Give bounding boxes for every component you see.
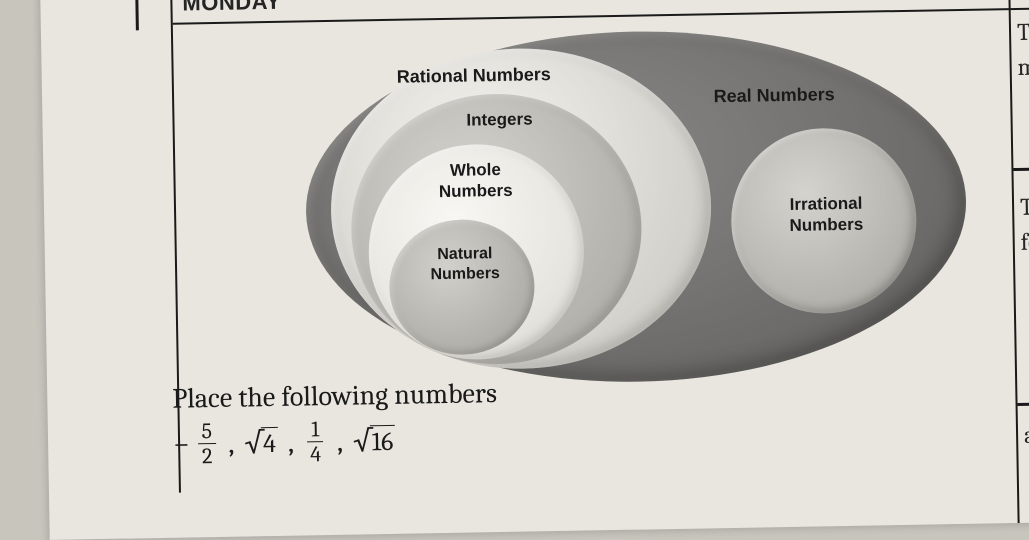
denominator: 2 [198, 444, 217, 467]
radicand: 4 [261, 426, 278, 458]
minus-sign: − [173, 426, 190, 461]
sqrt-4: √ 4 [244, 425, 278, 461]
denominator: 4 [306, 442, 325, 465]
real-label: Real Numbers [674, 82, 874, 108]
numerator: 5 [197, 420, 216, 444]
irrational-label: IrrationalNumbers [726, 192, 927, 238]
fragment-text: Tl [1020, 193, 1029, 221]
fraction-1-4: 1 4 [306, 418, 326, 465]
fragment-text: m [1017, 53, 1029, 81]
fragment-text: fo [1020, 228, 1029, 256]
numerator: 1 [307, 418, 323, 442]
fraction-5-2: 5 2 [197, 420, 216, 467]
separator: , [228, 426, 235, 461]
integers-label: Integers [399, 107, 599, 132]
rational-label: Rational Numbers [374, 63, 574, 89]
fragment-text: a [1024, 421, 1029, 449]
separator: , [337, 424, 344, 459]
left-border-stub [135, 0, 139, 30]
sqrt-16: √ 16 [353, 423, 396, 459]
number-sets-diagram: Real Numbers Rational Numbers Integers W… [173, 10, 1029, 405]
radicand: 16 [369, 424, 395, 456]
fragment-text: Th [1017, 17, 1029, 45]
separator: , [288, 425, 295, 460]
number-list: − 5 2 , √ 4 , 1 4 , √ 16 [173, 415, 498, 468]
worksheet-paper: MONDAY 2nd 6 Weeks Real Numbers Rational… [40, 0, 1029, 540]
question-block: Place the following numbers − 5 2 , √ 4 … [172, 377, 498, 468]
natural-label: NaturalNumbers [365, 243, 566, 286]
whole-label: WholeNumbers [375, 158, 576, 204]
question-prompt: Place the following numbers [172, 377, 497, 415]
